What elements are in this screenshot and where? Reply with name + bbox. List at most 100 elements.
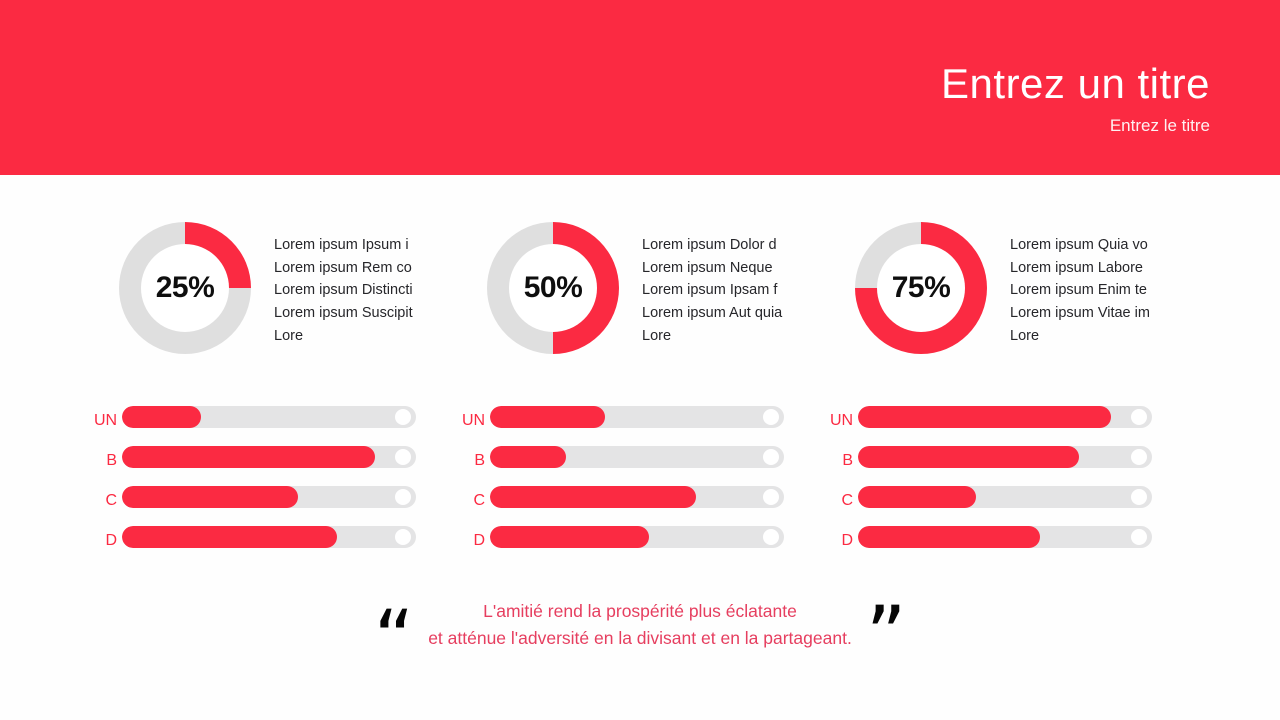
quote-text: L'amitié rend la prospérité plus éclatan…	[428, 598, 852, 652]
donut-chart-75: 75%	[855, 222, 987, 354]
bar-row: D	[830, 526, 1152, 549]
bar-fill	[122, 486, 299, 508]
bar-track	[122, 526, 416, 548]
donut-legend-3: Lorem ipsum Quia vo Lorem ipsum Labore L…	[1010, 222, 1150, 348]
bar-track	[490, 486, 784, 508]
bar-track	[122, 406, 416, 428]
stat-column-1: 25% Lorem ipsum Ipsum i Lorem ipsum Rem …	[94, 222, 416, 566]
bar-fill	[858, 526, 1041, 548]
list-item: Lorem ipsum Distincti	[274, 282, 413, 299]
bar-row: C	[462, 486, 784, 509]
list-item: Lorem ipsum Aut quia	[642, 305, 783, 322]
stat-column-3: 75% Lorem ipsum Quia vo Lorem ipsum Labo…	[830, 222, 1152, 566]
bar-row: B	[462, 446, 784, 469]
bar-label: UN	[462, 412, 486, 429]
donut-legend-2: Lorem ipsum Dolor d Lorem ipsum Neque Lo…	[642, 222, 782, 348]
bar-label: C	[841, 492, 853, 509]
bar-fill	[122, 406, 202, 428]
list-item: Lorem ipsum Labore	[1010, 259, 1143, 276]
bar-fill	[490, 406, 605, 428]
bar-row: UN	[94, 406, 416, 429]
slider-knob-icon	[395, 489, 411, 505]
donut-hole: 75%	[877, 244, 965, 332]
list-item: Lore	[642, 327, 672, 344]
bar-track	[490, 526, 784, 548]
bar-fill	[122, 526, 337, 548]
donut-chart-25: 25%	[119, 222, 251, 354]
bar-label: D	[473, 532, 485, 549]
bar-row: C	[94, 486, 416, 509]
bar-row: UN	[830, 406, 1152, 429]
bar-track	[490, 406, 784, 428]
list-item: Lorem ipsum Enim te	[1010, 282, 1147, 299]
bar-group-3: UN B C D	[830, 406, 1152, 549]
quote-line-2: et atténue l'adversité en la divisant et…	[428, 628, 852, 648]
donut-chart-50: 50%	[487, 222, 619, 354]
stat-column-2: 50% Lorem ipsum Dolor d Lorem ipsum Nequ…	[462, 222, 784, 566]
quote-block: “ L'amitié rend la prospérité plus éclat…	[0, 588, 1280, 685]
bar-row: B	[830, 446, 1152, 469]
bar-row: UN	[462, 406, 784, 429]
slider-knob-icon	[763, 489, 779, 505]
bar-label: B	[842, 452, 853, 469]
list-item: Lorem ipsum Ipsum i	[274, 237, 409, 253]
bar-track	[858, 446, 1152, 468]
list-item: Lorem ipsum Ipsam f	[642, 282, 778, 299]
page-title: Entrez un titre	[941, 60, 1210, 108]
page-subtitle: Entrez le titre	[1109, 115, 1210, 135]
list-item: Lorem ipsum Neque	[642, 259, 773, 276]
donut-hole: 25%	[141, 244, 229, 332]
bar-row: D	[462, 526, 784, 549]
bar-label: B	[474, 452, 485, 469]
slider-knob-icon	[1131, 449, 1147, 465]
bar-group-2: UN B C D	[462, 406, 784, 549]
bar-group-1: UN B C D	[94, 406, 416, 549]
bar-row: B	[94, 446, 416, 469]
quote-open-icon: “	[373, 595, 415, 685]
bar-track	[858, 486, 1152, 508]
list-item: Lorem ipsum Vitae im	[1010, 305, 1150, 322]
bar-fill	[490, 486, 696, 508]
bar-fill	[490, 526, 649, 548]
bar-fill	[122, 446, 375, 468]
bar-label: B	[106, 452, 117, 469]
bar-track	[122, 446, 416, 468]
bar-fill	[858, 446, 1079, 468]
bar-track	[858, 406, 1152, 428]
donut-hole: 50%	[509, 244, 597, 332]
list-item: Lorem ipsum Rem co	[274, 259, 412, 276]
bar-label: D	[841, 532, 853, 549]
list-item: Lorem ipsum Suscipit	[274, 305, 413, 322]
bar-label: D	[105, 532, 117, 549]
donut-legend-1: Lorem ipsum Ipsum i Lorem ipsum Rem co L…	[274, 222, 413, 348]
list-item: Lore	[1010, 327, 1040, 344]
bar-label: UN	[830, 412, 854, 429]
donut-center-label: 25%	[155, 271, 215, 304]
slider-knob-icon	[1131, 529, 1147, 545]
list-item: Lorem ipsum Dolor d	[642, 237, 777, 253]
bar-track	[122, 486, 416, 508]
bar-fill	[858, 406, 1111, 428]
slider-knob-icon	[395, 449, 411, 465]
slider-knob-icon	[1131, 409, 1147, 425]
slider-knob-icon	[395, 529, 411, 545]
slider-knob-icon	[763, 409, 779, 425]
bar-label: C	[105, 492, 117, 509]
bar-fill	[858, 486, 976, 508]
bar-label: C	[473, 492, 485, 509]
list-item: Lorem ipsum Quia vo	[1010, 237, 1148, 253]
slider-knob-icon	[395, 409, 411, 425]
bar-row: C	[830, 486, 1152, 509]
slider-knob-icon	[763, 529, 779, 545]
bar-label: UN	[94, 412, 118, 429]
donut-center-label: 75%	[891, 271, 951, 304]
bar-track	[490, 446, 784, 468]
slider-knob-icon	[763, 449, 779, 465]
header-banner: Entrez un titre Entrez le titre	[0, 0, 1280, 175]
quote-line-1: L'amitié rend la prospérité plus éclatan…	[483, 601, 797, 621]
quote-close-icon: ”	[865, 591, 907, 681]
bar-fill	[490, 446, 567, 468]
bar-track	[858, 526, 1152, 548]
donut-center-label: 50%	[523, 271, 583, 304]
